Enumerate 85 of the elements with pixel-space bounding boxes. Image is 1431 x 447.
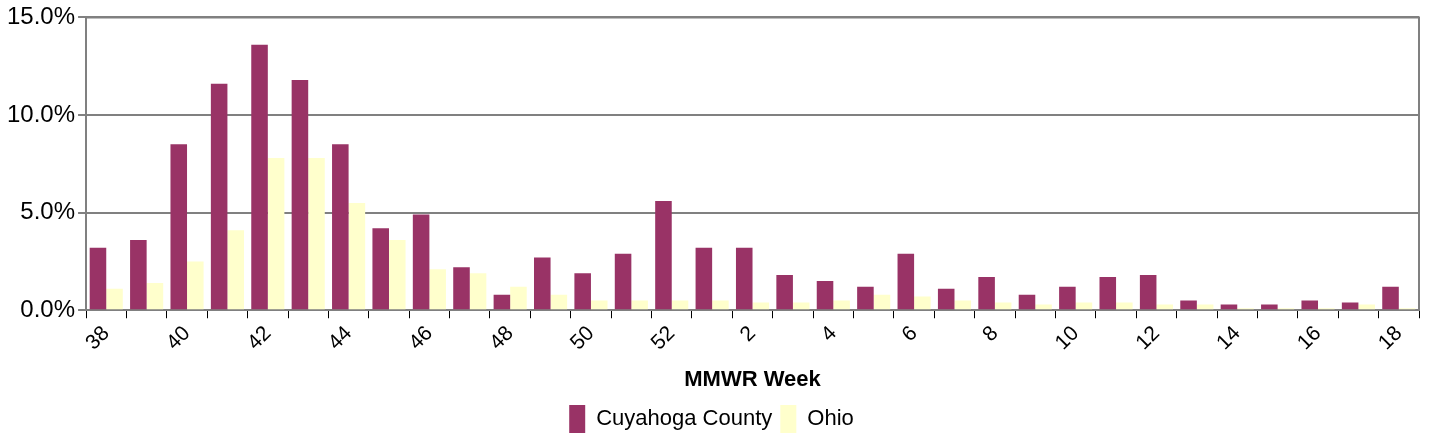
x-tick-label: 16 bbox=[1292, 320, 1325, 354]
legend-label: Cuyahoga County bbox=[596, 405, 773, 431]
x-tick-label: 8 bbox=[977, 320, 1002, 346]
bar bbox=[1059, 286, 1076, 310]
bar bbox=[994, 302, 1012, 310]
bar bbox=[1018, 294, 1036, 310]
bar bbox=[1358, 304, 1375, 310]
x-tick-label: 50 bbox=[565, 320, 598, 354]
bar bbox=[978, 277, 995, 310]
x-tick-label: 18 bbox=[1372, 320, 1406, 354]
bar bbox=[388, 239, 406, 310]
x-tick-label: 40 bbox=[161, 320, 194, 354]
bar bbox=[308, 157, 325, 310]
bar bbox=[954, 300, 972, 310]
bar bbox=[348, 202, 366, 310]
bar bbox=[614, 253, 632, 310]
bar bbox=[469, 273, 487, 310]
x-tick-label: 14 bbox=[1211, 320, 1245, 354]
bar bbox=[873, 294, 891, 310]
bar bbox=[453, 267, 470, 310]
bar bbox=[412, 214, 430, 310]
x-tick-label: 2 bbox=[734, 320, 760, 346]
bar bbox=[227, 230, 244, 310]
x-tick-label: 52 bbox=[645, 320, 679, 354]
bar bbox=[429, 269, 446, 310]
bar bbox=[146, 282, 164, 310]
bar bbox=[1341, 302, 1359, 310]
bar bbox=[130, 239, 147, 310]
bar bbox=[735, 247, 753, 310]
bar bbox=[1301, 300, 1319, 310]
bar bbox=[251, 44, 268, 310]
legend-label: Ohio bbox=[807, 405, 854, 431]
x-tick-label: 4 bbox=[815, 320, 841, 346]
bar bbox=[291, 79, 309, 310]
bar bbox=[590, 300, 608, 310]
x-tick-label: 12 bbox=[1130, 320, 1164, 354]
bar bbox=[1261, 304, 1278, 310]
bar bbox=[372, 228, 389, 310]
bar bbox=[937, 288, 955, 310]
bar bbox=[493, 294, 511, 310]
bar bbox=[1116, 302, 1133, 310]
x-tick-label: 38 bbox=[80, 320, 114, 354]
bar bbox=[187, 261, 204, 310]
bar bbox=[1035, 304, 1052, 310]
x-axis-title: MMWR Week bbox=[684, 365, 822, 391]
x-tick-label: 6 bbox=[896, 320, 922, 346]
bar bbox=[574, 273, 591, 310]
bar bbox=[510, 286, 527, 310]
bar bbox=[631, 300, 648, 310]
bar bbox=[170, 144, 188, 310]
x-tick-label: 48 bbox=[484, 320, 518, 354]
bar bbox=[816, 280, 834, 310]
bar bbox=[1196, 304, 1214, 310]
bar bbox=[857, 286, 874, 310]
bar bbox=[534, 257, 551, 310]
x-tick-label: 42 bbox=[241, 320, 275, 354]
bar bbox=[550, 294, 568, 310]
bar bbox=[89, 247, 107, 310]
bar bbox=[1220, 304, 1238, 310]
bar bbox=[695, 247, 713, 310]
bar bbox=[1139, 275, 1157, 310]
bar bbox=[897, 253, 915, 310]
bar bbox=[776, 275, 793, 310]
bar bbox=[1382, 286, 1399, 310]
x-tick-label: 10 bbox=[1049, 320, 1083, 354]
y-tick-label: 0.0% bbox=[20, 294, 76, 322]
y-tick-label: 15.0% bbox=[6, 2, 76, 30]
y-tick-label: 5.0% bbox=[20, 197, 76, 225]
bar bbox=[267, 157, 285, 310]
y-tick-label: 10.0% bbox=[6, 99, 76, 127]
bar bbox=[1075, 302, 1093, 310]
bar bbox=[914, 296, 931, 310]
bar bbox=[332, 144, 349, 310]
bar bbox=[1099, 277, 1117, 310]
bar bbox=[210, 83, 228, 310]
x-tick-label: 44 bbox=[322, 320, 356, 354]
bar bbox=[1156, 304, 1174, 310]
bar bbox=[106, 288, 123, 310]
bar bbox=[752, 302, 770, 310]
bar bbox=[712, 300, 729, 310]
bar bbox=[655, 200, 672, 310]
bar bbox=[792, 302, 810, 310]
bar bbox=[1180, 300, 1197, 310]
bar bbox=[833, 300, 850, 310]
x-tick-label: 46 bbox=[403, 320, 437, 354]
